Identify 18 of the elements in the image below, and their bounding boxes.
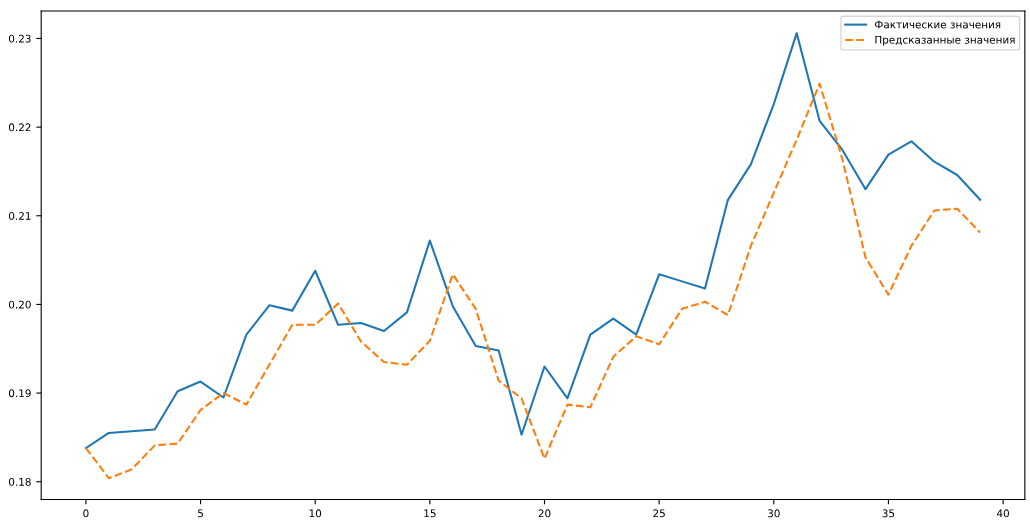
x-tick-label: 10 [309, 509, 322, 518]
y-tick-label: 0.20 [8, 300, 31, 309]
x-tick-label: 30 [767, 509, 780, 518]
legend-label: Предсказанные значения [875, 35, 1015, 46]
y-tick-label: 0.21 [8, 212, 31, 220]
x-tick-label: 35 [882, 509, 895, 518]
x-tick-label: 40 [996, 509, 1009, 518]
y-tick-label: 0.22 [8, 123, 31, 132]
x-tick-label: 25 [653, 509, 665, 518]
y-tick-label: 0.18 [8, 477, 31, 486]
x-tick-label: 0 [83, 509, 89, 518]
x-tick-label: 15 [424, 509, 436, 518]
y-tick-label: 0.23 [8, 34, 31, 43]
x-tick-label: 5 [198, 509, 203, 518]
y-tick-label: 0.19 [8, 389, 31, 398]
line-series [84, 82, 982, 480]
x-tick-label: 20 [538, 509, 551, 518]
legend-label: Фактические значения [875, 20, 1001, 29]
